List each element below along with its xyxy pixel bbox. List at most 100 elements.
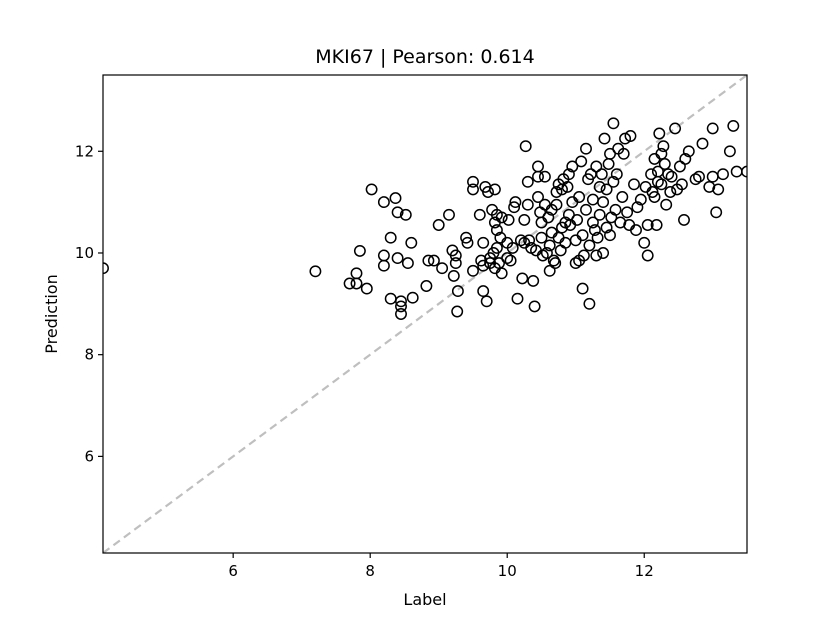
data-point [727, 119, 740, 132]
data-point [693, 170, 705, 183]
data-point [648, 191, 661, 203]
data-point [619, 132, 632, 145]
data-point [669, 122, 682, 135]
data-point [516, 272, 529, 285]
data-point [467, 264, 479, 277]
points-layer [103, 117, 747, 320]
data-point [593, 208, 606, 221]
data-point [624, 130, 637, 142]
data-point [460, 231, 473, 244]
data-point [377, 196, 390, 209]
data-point [343, 277, 356, 290]
data-point [477, 285, 490, 298]
x-tick-label: 12 [635, 562, 654, 580]
data-point [443, 208, 455, 221]
data-point [384, 231, 397, 244]
data-point [583, 239, 596, 252]
data-point [600, 183, 613, 196]
data-point [449, 249, 462, 262]
data-point [607, 175, 620, 188]
data-point [511, 292, 524, 305]
x-axis-title: Label [403, 590, 446, 609]
data-point [406, 291, 419, 304]
data-point [645, 168, 658, 181]
data-point [543, 264, 556, 277]
y-tick-label: 10 [75, 244, 94, 262]
data-point [575, 155, 588, 168]
data-point [630, 224, 642, 237]
data-point [538, 170, 551, 183]
x-tick-label: 10 [498, 562, 517, 580]
data-point [607, 117, 620, 130]
data-point [569, 257, 582, 270]
data-point [495, 267, 508, 280]
data-point [377, 259, 390, 272]
data-point [467, 183, 479, 196]
data-point [495, 211, 508, 224]
data-point [360, 282, 373, 295]
data-point [664, 186, 677, 198]
data-point [451, 305, 464, 318]
data-point [662, 168, 675, 181]
data-point [488, 183, 501, 196]
data-point [571, 213, 584, 226]
data-point [655, 147, 668, 160]
data-point [391, 206, 404, 219]
data-point [653, 127, 666, 140]
data-point [309, 265, 322, 278]
data-point [550, 198, 563, 211]
data-point [583, 297, 596, 310]
chart-title: MKI67 | Pearson: 0.614 [315, 46, 534, 68]
data-point [717, 168, 729, 181]
data-point [436, 262, 449, 275]
data-point [628, 178, 640, 191]
data-point [641, 219, 654, 231]
data-point [482, 186, 494, 198]
data-point [616, 191, 629, 203]
data-point [679, 152, 692, 165]
data-point [641, 249, 654, 262]
data-point [595, 168, 608, 181]
data-point [509, 196, 522, 209]
y-tick-label: 8 [84, 346, 94, 364]
data-point [480, 295, 493, 308]
data-point [514, 234, 527, 247]
data-point [399, 208, 412, 221]
data-point [527, 274, 540, 287]
data-point [518, 213, 531, 226]
data-point [395, 295, 407, 308]
data-point [712, 183, 725, 196]
data-point [593, 180, 606, 193]
data-point [447, 269, 460, 282]
data-point [477, 259, 490, 272]
y-tick-label: 12 [75, 142, 94, 160]
data-point [521, 175, 534, 188]
data-point [590, 160, 603, 173]
data-point [502, 213, 515, 226]
data-point [682, 145, 695, 158]
data-point [451, 285, 464, 298]
data-point [532, 191, 544, 203]
data-point [540, 247, 553, 259]
data-point [696, 137, 709, 150]
data-point [638, 236, 651, 249]
data-point [597, 247, 610, 259]
data-point [401, 257, 414, 270]
data-point [490, 224, 503, 237]
data-point [658, 158, 671, 170]
data-point [389, 192, 402, 205]
data-point [427, 254, 440, 267]
data-point [604, 229, 616, 242]
data-point [420, 280, 433, 292]
data-point [580, 142, 592, 155]
data-point [576, 282, 589, 295]
data-point [490, 241, 503, 254]
data-point [706, 122, 719, 135]
x-tick-label: 8 [365, 562, 375, 580]
data-point [432, 219, 445, 231]
data-point [391, 252, 404, 265]
data-point [566, 160, 579, 173]
x-tick-label: 6 [228, 562, 238, 580]
